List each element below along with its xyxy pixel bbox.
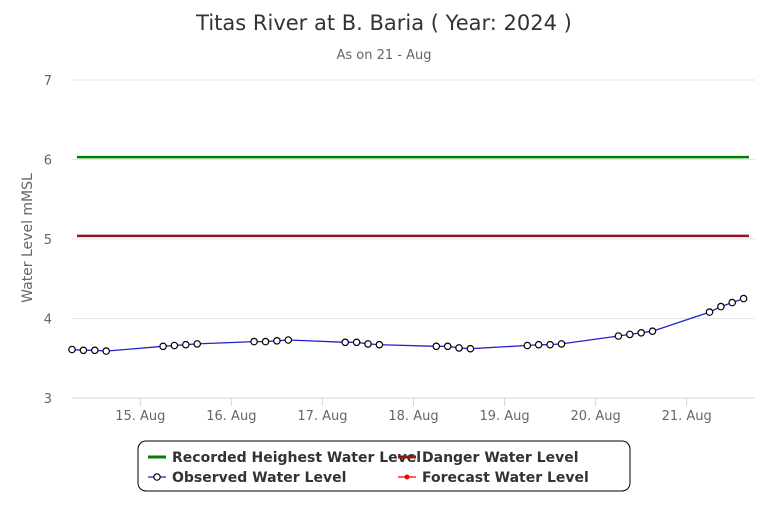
- data-point: [352, 338, 361, 347]
- data-point: [261, 337, 270, 346]
- data-point: [717, 302, 725, 311]
- data-point: [546, 340, 554, 349]
- data-point: [273, 336, 281, 345]
- legend-label[interactable]: Recorded Heighest Water Level: [172, 450, 421, 466]
- x-tick-label: 16. Aug: [206, 409, 256, 424]
- data-point: [159, 342, 167, 351]
- chart-subtitle: As on 21 - Aug: [336, 48, 431, 63]
- data-point: [637, 328, 646, 337]
- y-tick-label: 5: [44, 233, 52, 248]
- data-point: [182, 340, 190, 349]
- data-point: [534, 340, 543, 349]
- data-point: [466, 344, 475, 353]
- data-point: [614, 332, 623, 340]
- data-point: [455, 344, 463, 352]
- x-tick-label: 15. Aug: [115, 409, 165, 424]
- data-point: [432, 342, 441, 351]
- data-point: [170, 341, 179, 350]
- series-layer: [68, 155, 749, 355]
- legend-marker: [153, 473, 161, 481]
- data-point: [284, 336, 293, 344]
- legend: Recorded Heighest Water Level Danger Wate…: [137, 440, 631, 492]
- grid-lines: [72, 79, 755, 399]
- y-axis-ticks: 3 4 5 6 7: [44, 74, 52, 407]
- x-tick-label: 17. Aug: [297, 409, 347, 424]
- x-tick-label: 19. Aug: [479, 409, 529, 424]
- chart-title: Titas River at B. Baria ( Year: 2024 ): [195, 11, 572, 35]
- data-point: [79, 346, 88, 355]
- data-point: [728, 298, 737, 307]
- data-point: [375, 340, 384, 349]
- y-tick-label: 7: [44, 74, 52, 89]
- x-tick-label: 18. Aug: [388, 409, 438, 424]
- x-tick-label: 21. Aug: [662, 409, 712, 424]
- legend-box: [137, 440, 631, 492]
- y-tick-label: 3: [44, 392, 52, 407]
- data-point: [625, 330, 634, 339]
- data-point: [739, 294, 748, 303]
- x-axis-ticks: 15. Aug 16. Aug 17. Aug 18. Aug 19. Aug 20. A…: [115, 398, 712, 424]
- legend-marker: [404, 474, 410, 480]
- data-point: [705, 308, 714, 316]
- y-tick-label: 6: [44, 154, 52, 169]
- data-point: [250, 337, 258, 346]
- data-point: [68, 345, 76, 354]
- data-point: [523, 341, 532, 350]
- data-point: [557, 340, 566, 348]
- data-point: [102, 347, 111, 355]
- legend-label[interactable]: Forecast Water Level: [422, 470, 589, 486]
- data-point: [443, 342, 452, 351]
- data-point: [364, 340, 372, 348]
- x-tick-label: 20. Aug: [571, 409, 621, 424]
- data-point: [341, 338, 350, 347]
- data-point: [648, 327, 657, 336]
- legend-label[interactable]: Observed Water Level: [172, 470, 346, 486]
- y-axis-title: Water Level mMSL: [20, 173, 36, 303]
- y-tick-label: 4: [44, 313, 52, 328]
- legend-label[interactable]: Danger Water Level: [422, 450, 579, 466]
- data-point: [193, 340, 202, 348]
- data-point: [91, 346, 99, 355]
